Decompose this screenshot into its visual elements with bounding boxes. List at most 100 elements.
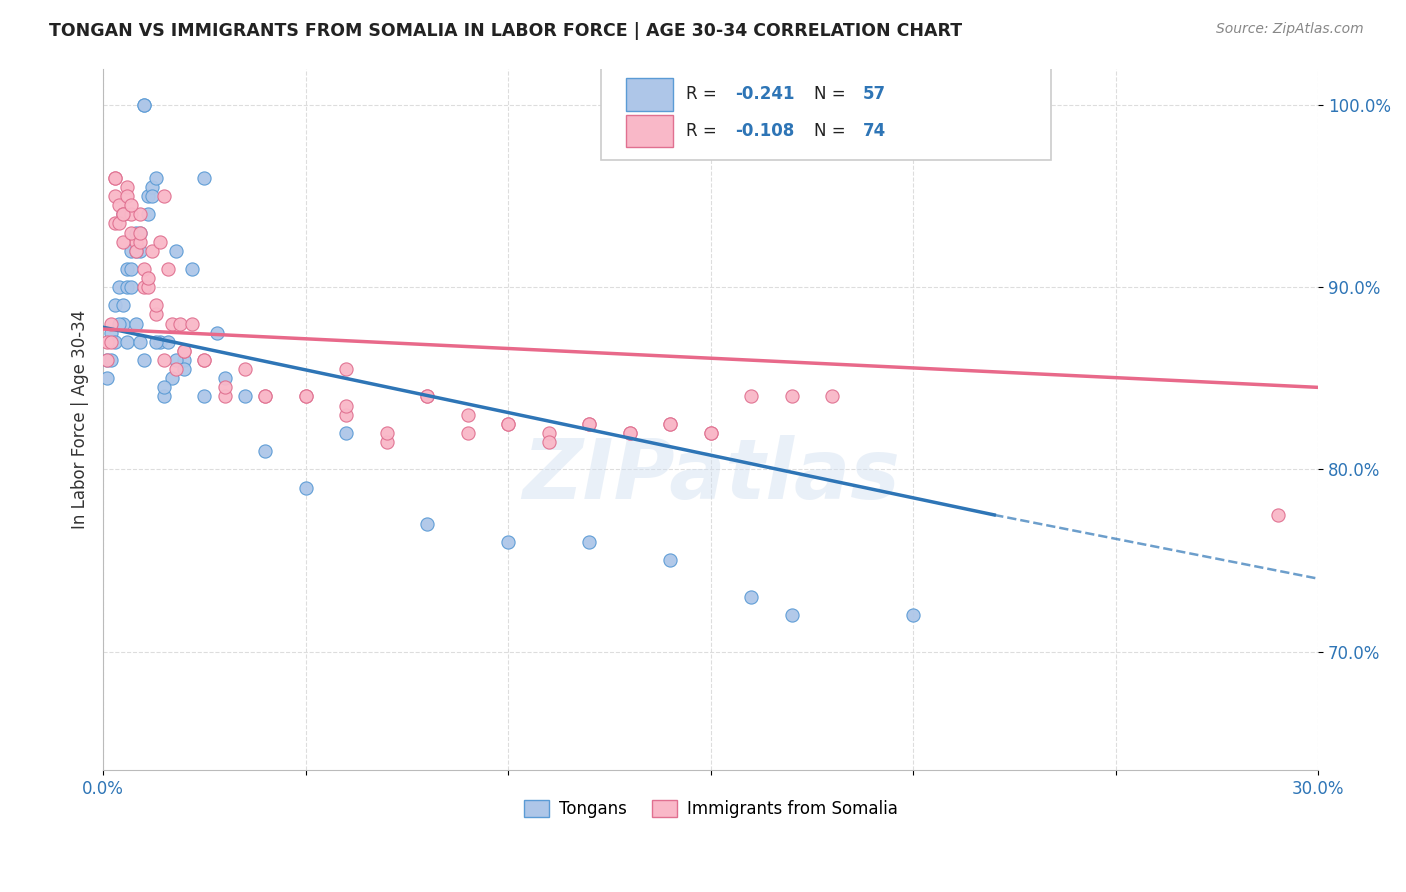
Point <box>181 262 204 277</box>
Point <box>214 380 236 394</box>
Text: N =: N = <box>814 86 851 103</box>
Point <box>375 435 398 450</box>
Point <box>416 389 439 403</box>
Point <box>205 326 228 340</box>
Point <box>153 353 176 368</box>
Text: -0.241: -0.241 <box>735 86 794 103</box>
Point <box>132 353 155 368</box>
Point <box>96 371 118 385</box>
Point <box>740 590 762 604</box>
Point <box>124 244 146 258</box>
Point <box>136 207 159 221</box>
Point <box>457 408 479 422</box>
Point <box>173 353 195 368</box>
Point <box>1267 508 1289 522</box>
Point <box>193 353 215 368</box>
Point <box>104 298 127 312</box>
Text: 74: 74 <box>863 122 886 140</box>
Point <box>128 226 150 240</box>
Point <box>149 235 172 249</box>
Point <box>104 334 127 349</box>
Point <box>136 271 159 285</box>
Point <box>173 343 195 358</box>
Point <box>145 334 167 349</box>
Point <box>578 535 600 549</box>
Point <box>124 226 146 240</box>
Point <box>294 389 316 403</box>
Point <box>141 180 163 194</box>
Point <box>124 317 146 331</box>
Point <box>335 408 357 422</box>
Point <box>112 298 135 312</box>
Point <box>132 98 155 112</box>
Point <box>145 170 167 185</box>
Point <box>537 425 560 440</box>
Point <box>108 317 131 331</box>
Point <box>117 180 139 194</box>
Point <box>121 207 143 221</box>
Point <box>145 298 167 312</box>
Point <box>294 481 316 495</box>
Y-axis label: In Labor Force | Age 30-34: In Labor Force | Age 30-34 <box>72 310 89 529</box>
Point <box>96 353 118 368</box>
FancyBboxPatch shape <box>626 115 673 147</box>
Point <box>619 425 641 440</box>
Point <box>121 226 143 240</box>
Point <box>903 608 925 623</box>
Point <box>740 389 762 403</box>
Point <box>128 207 150 221</box>
Text: TONGAN VS IMMIGRANTS FROM SOMALIA IN LABOR FORCE | AGE 30-34 CORRELATION CHART: TONGAN VS IMMIGRANTS FROM SOMALIA IN LAB… <box>49 22 962 40</box>
Point <box>699 425 721 440</box>
Point <box>496 417 519 431</box>
Point <box>108 280 131 294</box>
Point <box>375 425 398 440</box>
Point <box>117 334 139 349</box>
Point <box>214 371 236 385</box>
Point <box>112 207 135 221</box>
Point <box>156 262 179 277</box>
Point <box>173 343 195 358</box>
Point <box>160 317 183 331</box>
Point <box>108 216 131 230</box>
Point <box>104 170 127 185</box>
Point <box>254 444 277 458</box>
Text: N =: N = <box>814 122 851 140</box>
FancyBboxPatch shape <box>602 65 1050 160</box>
Point <box>117 280 139 294</box>
Point <box>173 362 195 376</box>
Point <box>496 535 519 549</box>
Point <box>335 425 357 440</box>
Point <box>96 353 118 368</box>
Legend: Tongans, Immigrants from Somalia: Tongans, Immigrants from Somalia <box>517 793 904 825</box>
Point <box>214 389 236 403</box>
Point <box>136 280 159 294</box>
Point <box>165 353 187 368</box>
Point <box>117 189 139 203</box>
Text: -0.108: -0.108 <box>735 122 794 140</box>
Point <box>619 425 641 440</box>
Point <box>193 353 215 368</box>
Text: Source: ZipAtlas.com: Source: ZipAtlas.com <box>1216 22 1364 37</box>
FancyBboxPatch shape <box>626 78 673 111</box>
Point <box>128 235 150 249</box>
Point <box>457 425 479 440</box>
Point <box>117 262 139 277</box>
Point <box>233 389 256 403</box>
Text: R =: R = <box>686 122 723 140</box>
Point <box>659 417 682 431</box>
Point <box>416 389 439 403</box>
Point <box>254 389 277 403</box>
Point <box>96 334 118 349</box>
Point <box>132 280 155 294</box>
Point <box>121 198 143 212</box>
Point <box>496 417 519 431</box>
Point <box>160 371 183 385</box>
Point <box>537 435 560 450</box>
Point <box>659 553 682 567</box>
Point <box>169 317 191 331</box>
Point <box>335 399 357 413</box>
Point <box>104 170 127 185</box>
Point <box>578 417 600 431</box>
Point <box>659 417 682 431</box>
Text: 57: 57 <box>863 86 886 103</box>
